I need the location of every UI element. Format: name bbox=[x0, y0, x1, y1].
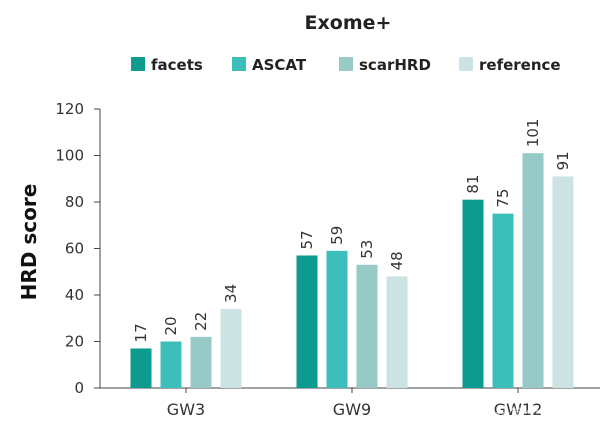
bar-facets-gw12 bbox=[462, 199, 484, 388]
legend: facets ASCAT scarHRD reference bbox=[131, 56, 561, 74]
legend-swatch-ascat bbox=[232, 57, 246, 71]
bar-ascat-gw9 bbox=[326, 250, 348, 388]
x-axis: GW3 GW9 GW12 bbox=[100, 387, 600, 419]
data-label: 22 bbox=[192, 312, 210, 331]
y-tick-label: 40 bbox=[65, 286, 84, 304]
data-label: 34 bbox=[222, 284, 240, 303]
y-tick-label: 20 bbox=[65, 333, 84, 351]
data-label: 91 bbox=[554, 151, 572, 170]
x-category-label: GW3 bbox=[167, 400, 205, 419]
x-category-label: GW12 bbox=[494, 400, 543, 419]
bar-facets-gw3 bbox=[130, 348, 152, 388]
bar-scarhrd-gw12 bbox=[522, 153, 544, 388]
legend-swatch-scarhrd bbox=[339, 57, 353, 71]
y-tick-label: 100 bbox=[55, 147, 84, 165]
bar-reference-gw12 bbox=[552, 176, 574, 388]
bar-ascat-gw12 bbox=[492, 213, 514, 388]
legend-label-ascat: ASCAT bbox=[252, 56, 307, 74]
data-label: 101 bbox=[524, 119, 542, 148]
legend-swatch-reference bbox=[459, 57, 473, 71]
watermark: 知乎 @ 计算生物学科技 bbox=[440, 406, 600, 424]
bar-scarhrd-gw3 bbox=[190, 336, 212, 388]
data-label: 53 bbox=[358, 240, 376, 259]
data-labels: 17 20 22 34 57 59 53 48 81 75 101 91 bbox=[132, 119, 572, 343]
x-category-label: GW9 bbox=[333, 400, 371, 419]
legend-swatch-facets bbox=[131, 57, 145, 71]
chart-title: Exome+ bbox=[305, 12, 392, 34]
bar-reference-gw3 bbox=[220, 308, 242, 388]
data-label: 59 bbox=[328, 226, 346, 245]
y-tick-label: 80 bbox=[65, 193, 84, 211]
bars bbox=[130, 153, 574, 388]
legend-label-scarhrd: scarHRD bbox=[359, 56, 431, 74]
y-tick-label: 60 bbox=[65, 240, 84, 258]
data-label: 48 bbox=[388, 251, 406, 270]
y-axis: 0 20 40 60 80 100 120 bbox=[55, 100, 101, 397]
data-label: 20 bbox=[162, 316, 180, 335]
y-tick-label: 120 bbox=[55, 100, 84, 118]
bar-reference-gw9 bbox=[386, 276, 408, 388]
bar-ascat-gw3 bbox=[160, 341, 182, 388]
data-label: 81 bbox=[464, 175, 482, 194]
y-tick-label: 0 bbox=[74, 379, 84, 397]
data-label: 17 bbox=[132, 323, 150, 342]
y-axis-label: HRD score bbox=[17, 184, 41, 301]
data-label: 57 bbox=[298, 230, 316, 249]
legend-label-reference: reference bbox=[479, 56, 561, 74]
legend-label-facets: facets bbox=[151, 56, 203, 74]
bar-facets-gw9 bbox=[296, 255, 318, 388]
data-label: 75 bbox=[494, 189, 512, 208]
bar-scarhrd-gw9 bbox=[356, 264, 378, 388]
